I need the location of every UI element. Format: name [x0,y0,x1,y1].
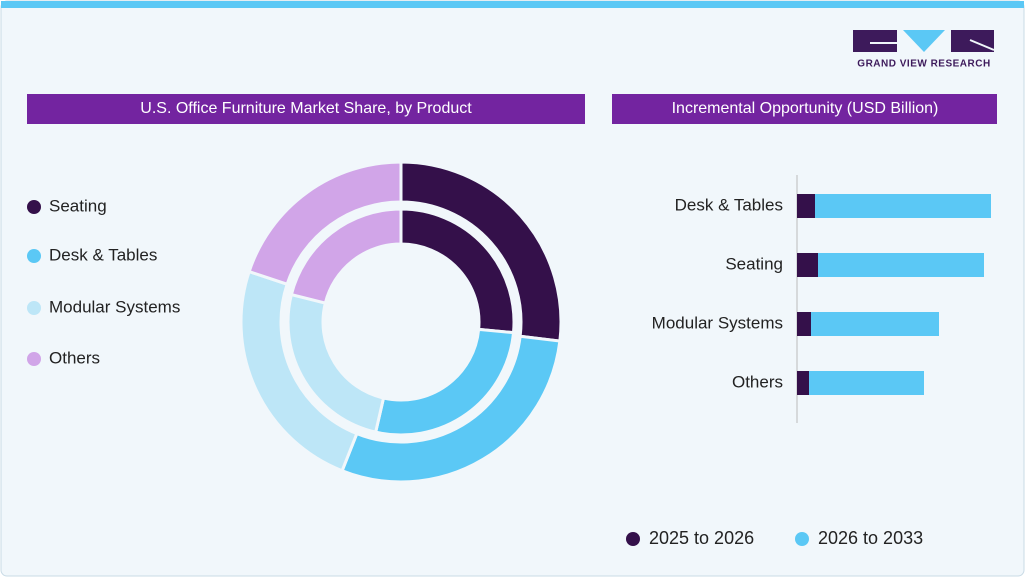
legend-label: 2025 to 2026 [649,528,754,548]
bar [809,371,924,395]
bar [811,312,939,336]
legend-marker [27,352,41,366]
donut-segment [247,160,403,287]
bar [818,253,984,277]
bar [797,253,818,277]
legend-label: Desk & Tables [49,245,157,264]
legend-label: Others [49,348,100,367]
y-tick-label: Others [732,372,783,391]
logo-text: GRAND VIEW RESEARCH [857,59,990,70]
y-tick-label: Seating [725,254,783,273]
title-bar [612,94,997,124]
y-tick-label: Modular Systems [652,313,783,332]
top-strip [1,1,1024,8]
title-bar [27,94,585,124]
donut-segment [289,207,403,305]
legend-marker [626,532,640,546]
legend-label: Seating [49,196,107,215]
logo-mark [853,30,995,52]
legend-marker [27,301,41,315]
legend-marker [795,532,809,546]
bar [797,312,811,336]
chart-title: U.S. Office Furniture Market Share, by P… [140,100,472,117]
bar [815,194,991,218]
chart-title: Incremental Opportunity (USD Billion) [672,100,939,117]
bar [797,194,815,218]
legend-marker [27,200,41,214]
y-tick-label: Desk & Tables [675,195,783,214]
legend-label: Modular Systems [49,297,180,316]
legend-label: 2026 to 2033 [818,528,923,548]
bar [797,371,809,395]
legend-marker [27,249,41,263]
